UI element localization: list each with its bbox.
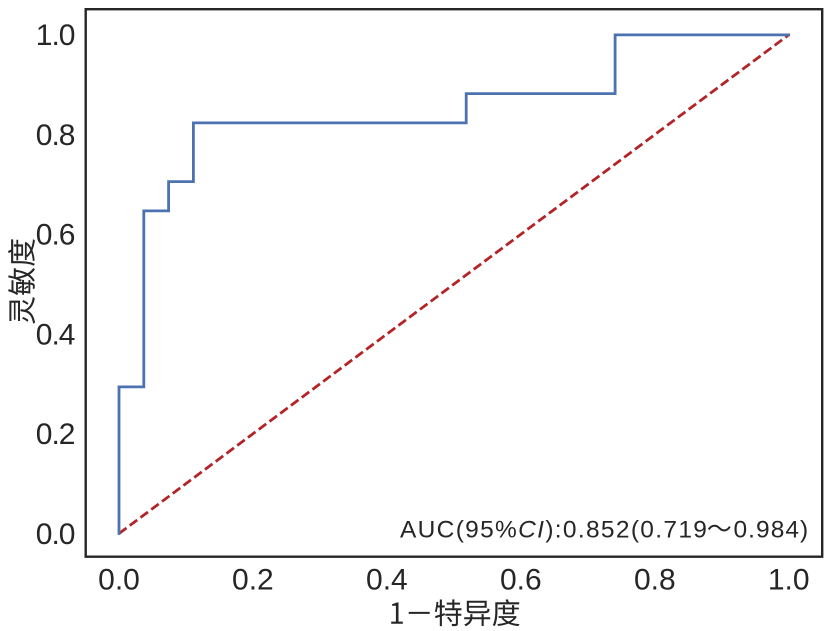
svg-text:0.4: 0.4 (366, 564, 408, 597)
svg-text:0.6: 0.6 (36, 219, 75, 252)
svg-text:AUC(95%CI):0.852(0.719: AUC(95%CI):0.852(0.719 (400, 517, 708, 544)
svg-text:0.984): 0.984) (734, 517, 810, 544)
svg-text:0.2: 0.2 (232, 564, 274, 597)
svg-text:0.0: 0.0 (36, 518, 75, 551)
svg-text:0.8: 0.8 (36, 119, 75, 152)
svg-text:0.8: 0.8 (634, 564, 676, 597)
svg-text:1.0: 1.0 (768, 564, 810, 597)
svg-text:0.6: 0.6 (500, 564, 542, 597)
svg-text:0.4: 0.4 (36, 318, 75, 351)
svg-text:0.0: 0.0 (98, 564, 140, 597)
svg-text:0.2: 0.2 (36, 418, 75, 451)
svg-text:1.0: 1.0 (36, 19, 75, 52)
